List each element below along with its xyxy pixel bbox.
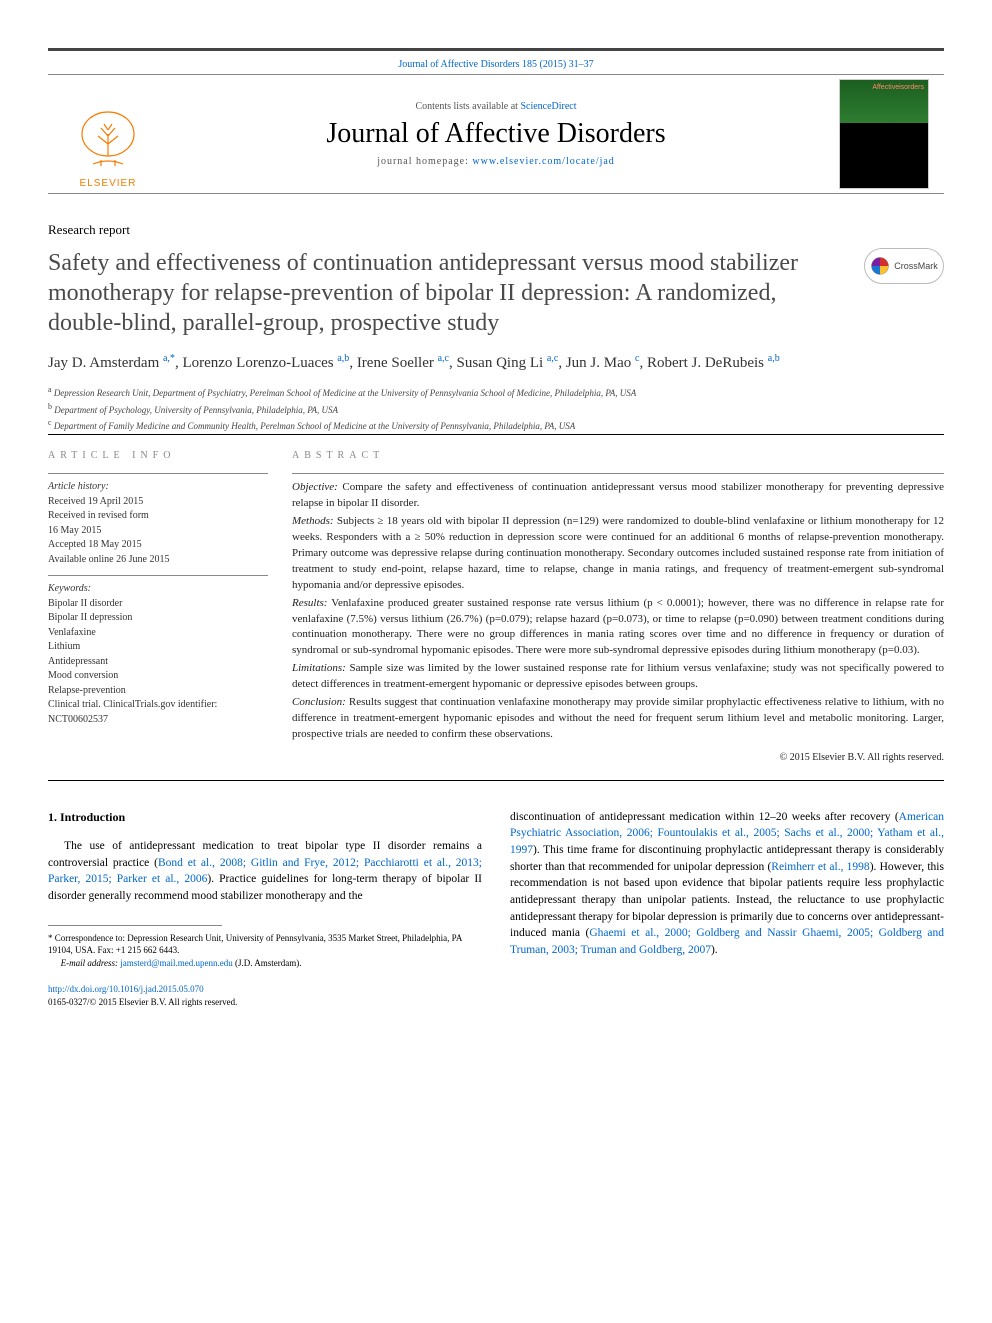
- keyword-line: Bipolar II depression: [48, 611, 268, 626]
- affiliation-line: a Depression Research Unit, Department o…: [48, 384, 944, 401]
- email-footnote: E-mail address: jamsterd@mail.med.upenn.…: [48, 957, 482, 970]
- abstract-paragraph: Objective: Compare the safety and effect…: [292, 480, 944, 512]
- abstract-column: ABSTRACT Objective: Compare the safety a…: [292, 435, 944, 780]
- journal-homepage-link[interactable]: www.elsevier.com/locate/jad: [472, 156, 614, 167]
- journal-cover-thumbnail: [839, 79, 929, 189]
- issn-copyright: 0165-0327/© 2015 Elsevier B.V. All right…: [48, 997, 237, 1007]
- keyword-line: Lithium: [48, 640, 268, 655]
- doi-block: http://dx.doi.org/10.1016/j.jad.2015.05.…: [48, 983, 482, 1008]
- article-info-column: ARTICLE INFO Article history: Received 1…: [48, 435, 268, 780]
- body-right-column: discontinuation of antidepressant medica…: [510, 809, 944, 1009]
- history-line: 16 May 2015: [48, 524, 268, 539]
- abstract-heading: ABSTRACT: [292, 449, 944, 464]
- keyword-line: Clinical trial. ClinicalTrials.gov ident…: [48, 698, 268, 713]
- body-text-columns: 1. Introduction The use of antidepressan…: [48, 809, 944, 1009]
- abstract-copyright: © 2015 Elsevier B.V. All rights reserved…: [292, 751, 944, 766]
- article-history-label: Article history:: [48, 480, 268, 495]
- publisher-logo-area: ELSEVIER: [48, 75, 168, 193]
- keyword-line: Mood conversion: [48, 669, 268, 684]
- abstract-paragraph: Conclusion: Results suggest that continu…: [292, 695, 944, 743]
- intro-paragraph-left: The use of antidepressant medication to …: [48, 838, 482, 905]
- affiliation-line: c Department of Family Medicine and Comm…: [48, 417, 944, 434]
- journal-homepage-line: journal homepage: www.elsevier.com/locat…: [377, 156, 615, 167]
- citation-header: Journal of Affective Disorders 185 (2015…: [48, 48, 944, 74]
- keyword-line: Relapse-prevention: [48, 684, 268, 699]
- article-info-heading: ARTICLE INFO: [48, 449, 268, 464]
- history-line: Available online 26 June 2015: [48, 553, 268, 568]
- keywords-label: Keywords:: [48, 582, 268, 597]
- reference-link[interactable]: Reimherr et al., 1998: [771, 861, 869, 873]
- crossmark-label: CrossMark: [894, 261, 938, 271]
- abstract-paragraph: Methods: Subjects ≥ 18 years old with bi…: [292, 514, 944, 594]
- masthead: ELSEVIER Contents lists available at Sci…: [48, 74, 944, 194]
- article-type: Research report: [48, 222, 944, 238]
- keyword-line: NCT00602537: [48, 713, 268, 728]
- affiliation-line: b Department of Psychology, University o…: [48, 401, 944, 418]
- elsevier-tree-icon: [73, 106, 143, 176]
- elsevier-wordmark: ELSEVIER: [80, 178, 137, 189]
- introduction-heading: 1. Introduction: [48, 809, 482, 826]
- crossmark-badge[interactable]: CrossMark: [864, 248, 944, 284]
- keyword-line: Venlafaxine: [48, 626, 268, 641]
- keyword-line: Antidepressant: [48, 655, 268, 670]
- contents-available-line: Contents lists available at ScienceDirec…: [415, 101, 576, 112]
- affiliations: a Depression Research Unit, Department o…: [48, 384, 944, 434]
- keyword-line: Bipolar II disorder: [48, 597, 268, 612]
- journal-name: Journal of Affective Disorders: [326, 118, 665, 150]
- abstract-paragraph: Results: Venlafaxine produced greater su…: [292, 596, 944, 660]
- intro-paragraph-right: discontinuation of antidepressant medica…: [510, 809, 944, 959]
- elsevier-logo: ELSEVIER: [63, 89, 153, 189]
- correspondence-footnote: * Correspondence to: Depression Research…: [48, 932, 482, 957]
- doi-link[interactable]: http://dx.doi.org/10.1016/j.jad.2015.05.…: [48, 984, 204, 994]
- corresponding-email-link[interactable]: jamsterd@mail.med.upenn.edu: [120, 958, 233, 968]
- history-line: Received 19 April 2015: [48, 495, 268, 510]
- history-line: Received in revised form: [48, 509, 268, 524]
- history-line: Accepted 18 May 2015: [48, 538, 268, 553]
- body-left-column: 1. Introduction The use of antidepressan…: [48, 809, 482, 1009]
- crossmark-icon: [870, 256, 890, 276]
- author-list: Jay D. Amsterdam a,*, Lorenzo Lorenzo-Lu…: [48, 352, 944, 374]
- article-title: Safety and effectiveness of continuation…: [48, 248, 848, 338]
- abstract-paragraph: Limitations: Sample size was limited by …: [292, 661, 944, 693]
- sciencedirect-link[interactable]: ScienceDirect: [520, 101, 576, 112]
